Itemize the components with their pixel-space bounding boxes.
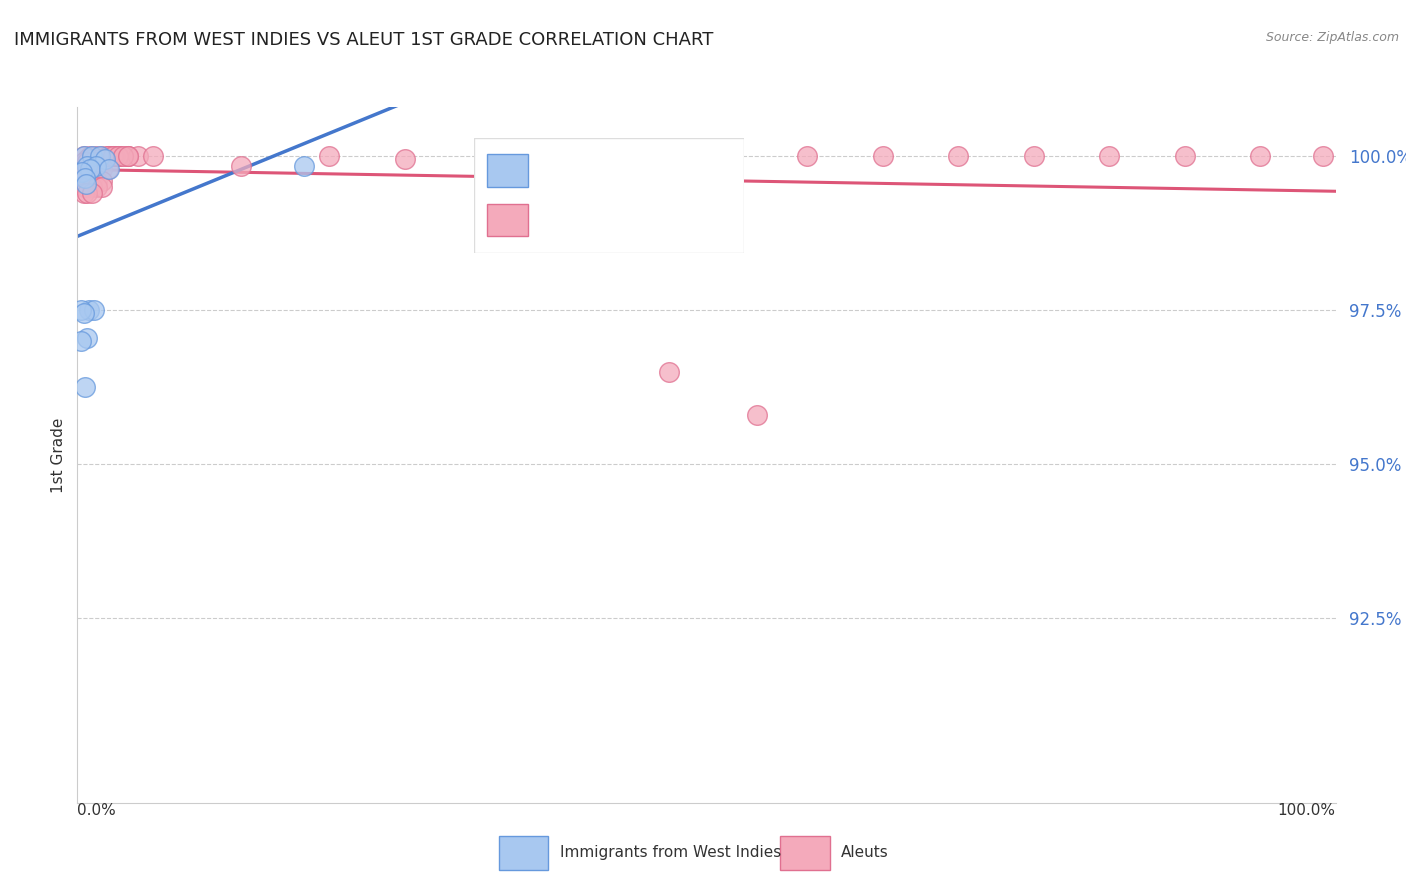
Point	[91, 149, 114, 163]
Point	[107, 149, 129, 163]
Point	[79, 149, 101, 163]
Point	[91, 180, 114, 194]
Point	[82, 186, 104, 201]
Point	[82, 180, 104, 194]
Point	[745, 408, 768, 422]
Point	[1174, 149, 1197, 163]
Point	[76, 161, 98, 176]
Point	[117, 149, 139, 163]
Point	[1022, 149, 1045, 163]
Point	[91, 174, 114, 188]
Point	[82, 174, 104, 188]
Point	[82, 168, 104, 182]
Point	[70, 334, 93, 348]
Point	[318, 149, 340, 163]
Point	[76, 155, 98, 169]
Point	[117, 149, 139, 163]
Point	[104, 149, 127, 163]
Point	[82, 155, 104, 169]
Point	[1098, 149, 1121, 163]
Point	[796, 149, 818, 163]
Point	[394, 153, 416, 167]
Point	[79, 161, 101, 176]
Text: Aleuts: Aleuts	[841, 846, 889, 860]
Point	[73, 170, 96, 185]
Point	[76, 153, 98, 167]
Point	[86, 174, 108, 188]
Point	[72, 168, 94, 182]
Point	[117, 149, 139, 163]
Point	[72, 164, 94, 178]
Point	[75, 177, 97, 191]
Point	[86, 161, 108, 176]
Text: Source: ZipAtlas.com: Source: ZipAtlas.com	[1265, 31, 1399, 45]
Point	[72, 306, 94, 320]
Point	[82, 149, 104, 163]
Point	[97, 149, 120, 163]
Point	[86, 180, 108, 194]
Text: Immigrants from West Indies: Immigrants from West Indies	[560, 846, 780, 860]
Point	[84, 149, 107, 163]
Point	[127, 149, 149, 163]
Point	[101, 149, 124, 163]
Point	[83, 303, 105, 318]
Point	[77, 303, 100, 318]
Point	[111, 149, 134, 163]
Point	[76, 168, 98, 182]
Point	[82, 161, 104, 176]
Point	[107, 149, 129, 163]
Point	[72, 149, 94, 163]
Point	[96, 149, 118, 163]
Point	[91, 161, 114, 176]
Point	[86, 155, 108, 169]
Text: 0.0%: 0.0%	[77, 803, 117, 818]
Point	[76, 186, 98, 201]
Point	[76, 159, 98, 173]
Point	[481, 149, 503, 163]
Point	[1312, 149, 1334, 163]
Point	[110, 149, 132, 163]
Point	[101, 149, 124, 163]
Text: IMMIGRANTS FROM WEST INDIES VS ALEUT 1ST GRADE CORRELATION CHART: IMMIGRANTS FROM WEST INDIES VS ALEUT 1ST…	[14, 31, 713, 49]
Point	[76, 331, 98, 345]
Text: 100.0%: 100.0%	[1278, 803, 1336, 818]
Point	[84, 159, 107, 173]
Point	[72, 186, 94, 201]
Point	[658, 365, 681, 379]
Point	[142, 149, 165, 163]
Point	[1249, 149, 1271, 163]
Point	[72, 180, 94, 194]
Point	[76, 180, 98, 194]
Point	[948, 149, 970, 163]
Point	[96, 149, 118, 163]
Point	[73, 380, 96, 394]
Point	[94, 153, 117, 167]
Y-axis label: 1st Grade: 1st Grade	[51, 417, 66, 492]
Point	[229, 159, 252, 173]
Point	[89, 149, 111, 163]
Point	[70, 303, 93, 318]
Point	[97, 161, 120, 176]
Point	[96, 161, 118, 176]
Point	[72, 155, 94, 169]
Point	[292, 159, 315, 173]
Point	[89, 153, 111, 167]
Point	[872, 149, 894, 163]
Point	[82, 153, 104, 167]
Point	[72, 149, 94, 163]
